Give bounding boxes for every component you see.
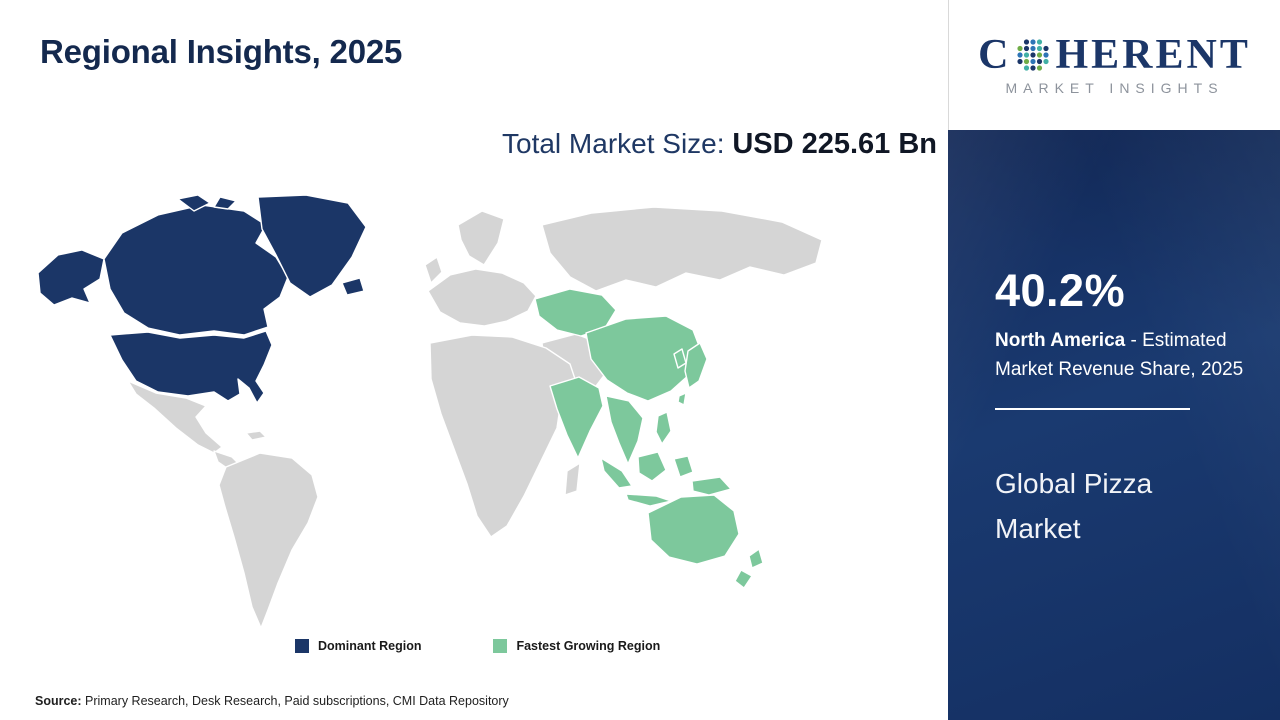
legend-item-dominant: Dominant Region bbox=[295, 639, 421, 653]
region-taiwan bbox=[677, 392, 687, 406]
region-scandinavia bbox=[457, 210, 505, 266]
dotted-globe-icon bbox=[1017, 39, 1050, 71]
region-alaska bbox=[37, 249, 105, 306]
region-uk bbox=[424, 256, 443, 284]
region-japan bbox=[684, 342, 708, 389]
share-caption-text: - Estimated Market Revenue Share, 2025 bbox=[995, 330, 1244, 380]
region-mexico bbox=[127, 380, 223, 454]
region-name: North America bbox=[995, 330, 1126, 351]
fastest-growing-region-swatch bbox=[493, 639, 508, 653]
region-sumatra bbox=[600, 457, 633, 489]
region-philippines bbox=[655, 411, 672, 445]
region-caribbean bbox=[245, 430, 267, 441]
region-canada bbox=[103, 204, 289, 336]
region-south-america bbox=[218, 452, 319, 629]
source-line: Source: Primary Research, Desk Research,… bbox=[35, 694, 509, 708]
region-europe bbox=[427, 268, 537, 327]
fastest-growing-region-label: Fastest Growing Region bbox=[516, 639, 661, 653]
region-southeast-asia bbox=[605, 395, 644, 465]
legend-item-growing: Fastest Growing Region bbox=[493, 639, 660, 653]
market-name: Global Pizza Market bbox=[995, 468, 1153, 544]
region-china bbox=[585, 315, 702, 402]
page-title: Regional Insights, 2025 bbox=[40, 33, 403, 70]
region-madagascar bbox=[564, 462, 581, 496]
region-java bbox=[625, 493, 672, 507]
region-india bbox=[549, 376, 604, 459]
brand-logo: C HERENT MARKET INSIGHTS bbox=[948, 0, 1280, 130]
region-iceland bbox=[341, 277, 365, 296]
map-dominant-regions bbox=[37, 194, 367, 404]
market-share-value: 40.2% bbox=[995, 265, 1126, 316]
brand-text-post: HERENT bbox=[1055, 32, 1251, 78]
region-russia bbox=[541, 206, 823, 292]
world-map bbox=[30, 194, 930, 645]
total-market-size-value: USD 225.61 Bn bbox=[732, 128, 938, 160]
map-growing-regions bbox=[534, 288, 764, 589]
world-map-svg bbox=[37, 194, 823, 629]
panel-divider bbox=[995, 408, 1190, 410]
region-new-guinea bbox=[691, 476, 732, 496]
region-australia bbox=[647, 494, 740, 565]
region-new-zealand-south bbox=[734, 569, 753, 589]
region-new-zealand-north bbox=[748, 548, 764, 569]
map-legend: Dominant Region Fastest Growing Region bbox=[295, 639, 660, 653]
region-usa bbox=[109, 330, 273, 404]
highlight-panel: 40.2% North America - Estimated Market R… bbox=[948, 130, 1280, 720]
market-share-caption: North America - Estimated Market Revenue… bbox=[995, 327, 1263, 384]
region-borneo bbox=[637, 451, 667, 482]
region-arctic-island-2 bbox=[213, 196, 237, 210]
map-neutral-regions bbox=[127, 206, 823, 629]
region-greenland bbox=[257, 194, 367, 298]
source-text: Primary Research, Desk Research, Paid su… bbox=[81, 694, 509, 708]
dominant-region-swatch bbox=[295, 639, 309, 653]
total-market-size: Total Market Size: USD 225.61 Bn bbox=[502, 124, 938, 165]
brand-text-pre: C bbox=[978, 32, 1012, 78]
region-africa bbox=[429, 334, 578, 538]
total-market-size-label: Total Market Size: bbox=[502, 128, 733, 159]
brand-subtitle: MARKET INSIGHTS bbox=[1005, 80, 1224, 96]
region-arctic-island-1 bbox=[177, 194, 211, 212]
source-label: Source: bbox=[35, 694, 82, 708]
dominant-region-label: Dominant Region bbox=[318, 639, 422, 653]
region-sulawesi bbox=[673, 455, 694, 478]
brand-wordmark: C HERENT bbox=[978, 34, 1251, 76]
